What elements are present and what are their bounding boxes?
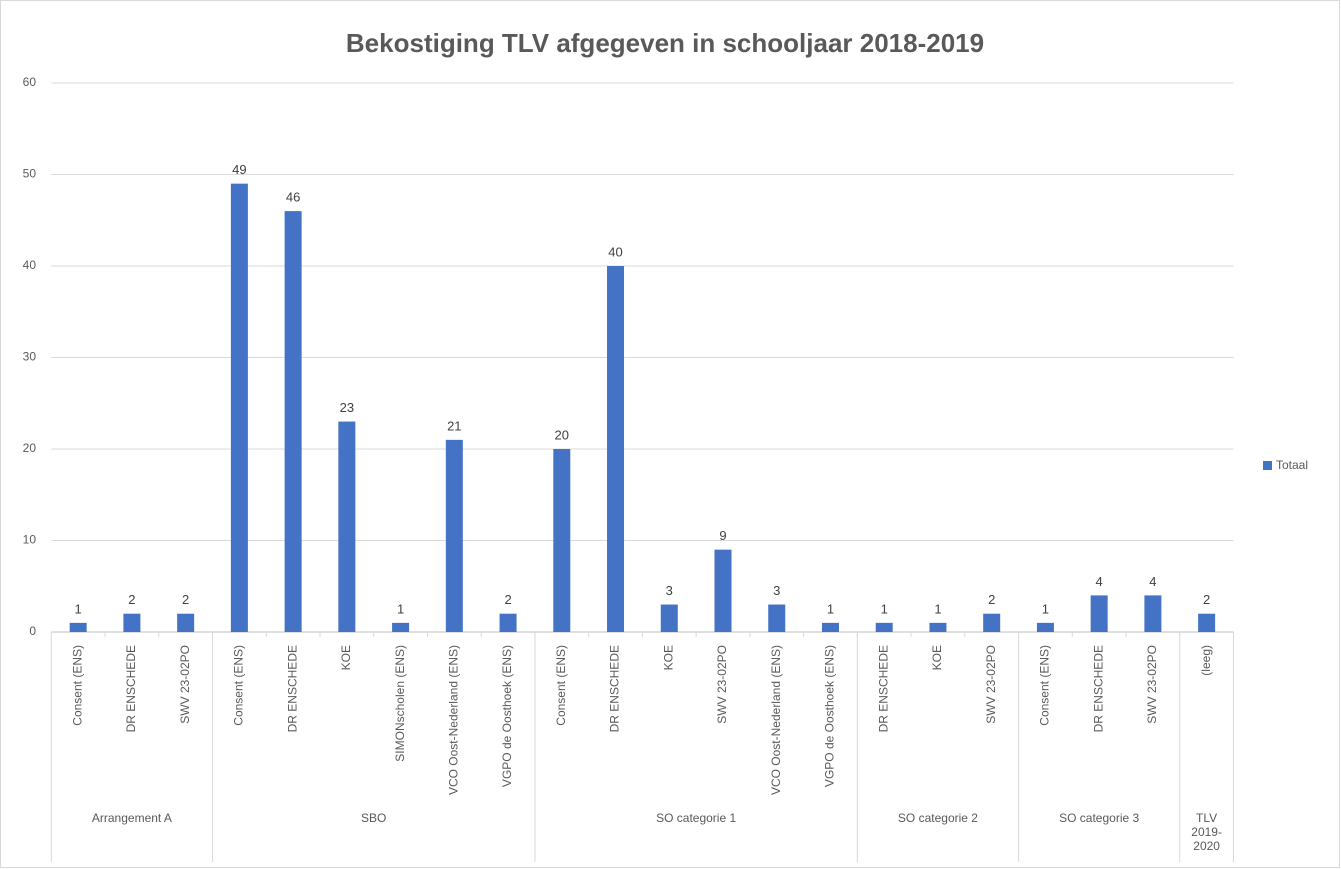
bar: [284, 211, 302, 632]
x-tick-label: SWV 23-02PO: [1145, 645, 1159, 724]
bar: [1090, 595, 1108, 632]
bar: [123, 613, 141, 632]
group-label: SBO: [361, 811, 387, 825]
y-tick-label: 20: [23, 441, 37, 455]
y-tick-label: 60: [23, 75, 37, 89]
x-tick-label: VCO Oost-Nederland (ENS): [446, 645, 460, 795]
x-tick-label: KOE: [339, 645, 353, 670]
group-label: TLV 2019-2020: [1191, 811, 1222, 853]
x-tick-label: SWV 23-02PO: [178, 645, 192, 724]
data-label: 21: [447, 418, 461, 433]
x-tick-label: SWV 23-02PO: [984, 645, 998, 724]
bar: [445, 439, 463, 632]
x-tick-label: DR ENSCHEDE: [1091, 645, 1105, 732]
y-tick-label: 50: [23, 167, 37, 181]
data-label: 1: [1042, 601, 1049, 616]
data-label: 2: [1203, 592, 1210, 607]
y-tick-label: 30: [23, 350, 37, 364]
bar: [660, 604, 678, 632]
x-tick-label: Consent (ENS): [70, 645, 84, 726]
bar: [499, 613, 517, 632]
data-label: 9: [719, 528, 726, 543]
bar: [1198, 613, 1216, 632]
x-tick-label: (leeg): [1199, 645, 1213, 676]
x-tick-label: Consent (ENS): [554, 645, 568, 726]
bar: [69, 622, 87, 632]
bar: [875, 622, 893, 632]
y-tick-label: 0: [29, 624, 36, 638]
x-tick-label: SIMONscholen (ENS): [393, 645, 407, 762]
data-label: 4: [1149, 574, 1156, 589]
data-label: 4: [1096, 574, 1103, 589]
x-tick-label: VGPO de Oosthoek (ENS): [823, 645, 837, 787]
data-label: 1: [881, 601, 888, 616]
x-tick-label: VCO Oost-Nederland (ENS): [769, 645, 783, 795]
data-label: 2: [988, 592, 995, 607]
bar: [983, 613, 1001, 632]
data-label: 2: [504, 592, 511, 607]
x-tick-label: KOE: [930, 645, 944, 670]
bar: [607, 266, 625, 632]
bar: [714, 549, 732, 632]
x-tick-label: KOE: [661, 645, 675, 670]
bar: [768, 604, 786, 632]
x-tick-label: DR ENSCHEDE: [876, 645, 890, 732]
bar: [1144, 595, 1162, 632]
group-label-box: SO categorie 3: [1059, 811, 1140, 825]
bar: [338, 421, 356, 632]
group-label-box: SBO: [361, 811, 387, 825]
bar: [1036, 622, 1054, 632]
data-label: 3: [773, 583, 780, 598]
data-label: 3: [666, 583, 673, 598]
x-tick-label: DR ENSCHEDE: [285, 645, 299, 732]
legend-swatch: [1263, 461, 1272, 470]
group-label-box: TLV 2019-2020: [1191, 811, 1222, 853]
group-label-box: Arrangement A: [91, 811, 172, 825]
data-label: 46: [286, 190, 300, 205]
data-label: 1: [397, 601, 404, 616]
bar: [392, 622, 410, 632]
group-label-box: SO categorie 1: [656, 811, 737, 825]
legend-label: Totaal: [1276, 458, 1308, 472]
bar: [553, 449, 571, 632]
group-label: SO categorie 3: [1059, 811, 1140, 825]
bar: [177, 613, 195, 632]
data-label: 23: [340, 400, 354, 415]
data-label: 1: [827, 601, 834, 616]
x-tick-label: DR ENSCHEDE: [124, 645, 138, 732]
y-tick-label: 10: [23, 533, 37, 547]
data-label: 2: [182, 592, 189, 607]
x-tick-label: SWV 23-02PO: [715, 645, 729, 724]
group-label: SO categorie 2: [897, 811, 978, 825]
data-label: 1: [934, 601, 941, 616]
bar: [230, 183, 248, 632]
data-label: 49: [232, 162, 246, 177]
y-tick-label: 40: [23, 258, 37, 272]
bar: [929, 622, 947, 632]
x-tick-label: VGPO de Oosthoek (ENS): [500, 645, 514, 787]
data-label: 20: [555, 427, 569, 442]
x-tick-label: Consent (ENS): [232, 645, 246, 726]
chart-title: Bekostiging TLV afgegeven in schooljaar …: [346, 28, 984, 58]
bar: [821, 622, 839, 632]
group-label: SO categorie 1: [656, 811, 737, 825]
data-label: 2: [128, 592, 135, 607]
group-label: Arrangement A: [91, 811, 172, 825]
x-tick-label: Consent (ENS): [1038, 645, 1052, 726]
group-label-box: SO categorie 2: [897, 811, 978, 825]
data-label: 40: [608, 244, 622, 259]
x-tick-label: DR ENSCHEDE: [608, 645, 622, 732]
data-label: 1: [75, 601, 82, 616]
